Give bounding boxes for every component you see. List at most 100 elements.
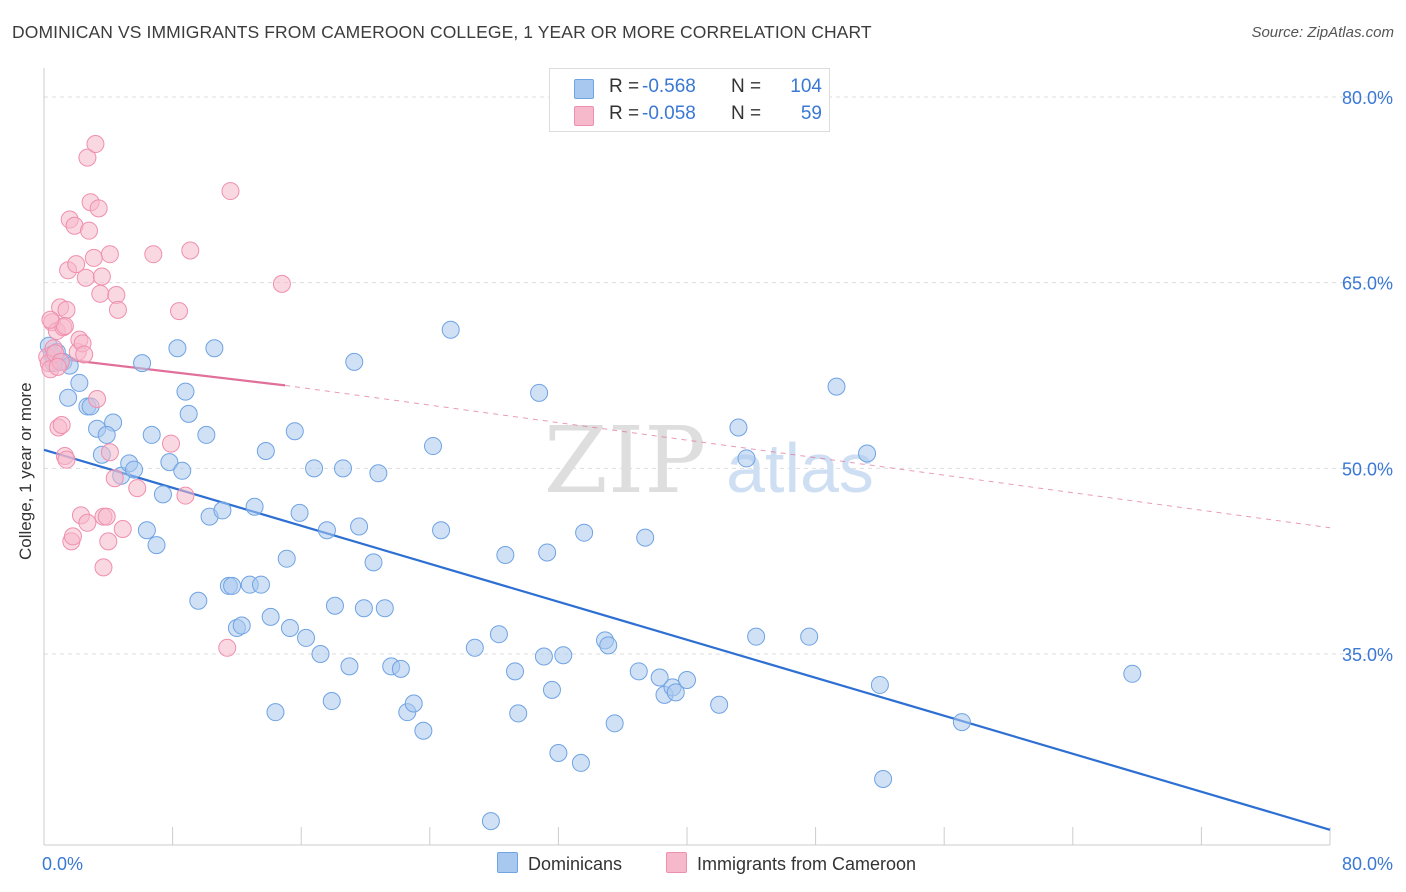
point-dominicans bbox=[70, 373, 89, 392]
point-cameroon bbox=[84, 248, 103, 267]
point-dominicans bbox=[404, 694, 423, 713]
point-cameroon bbox=[218, 638, 237, 657]
point-dominicans bbox=[137, 521, 156, 540]
point-dominicans bbox=[874, 770, 893, 789]
point-cameroon bbox=[144, 245, 163, 264]
point-cameroon bbox=[78, 148, 97, 167]
point-cameroon bbox=[170, 302, 189, 321]
y-tick-label: 50.0% bbox=[1342, 459, 1393, 479]
point-dominicans bbox=[542, 680, 561, 699]
point-dominicans bbox=[364, 553, 383, 572]
point-dominicans bbox=[509, 704, 528, 723]
point-dominicans bbox=[160, 453, 179, 472]
chart-source: Source: ZipAtlas.com bbox=[1251, 24, 1394, 41]
point-dominicans bbox=[489, 625, 508, 644]
point-cameroon bbox=[272, 274, 291, 293]
point-dominicans bbox=[322, 692, 341, 711]
point-dominicans bbox=[391, 659, 410, 678]
point-dominicans bbox=[176, 382, 195, 401]
point-dominicans bbox=[325, 596, 344, 615]
point-cameroon bbox=[63, 527, 82, 546]
point-cameroon bbox=[113, 519, 132, 538]
legend-item-dominicans[interactable]: Dominicans bbox=[497, 852, 622, 875]
point-cameroon bbox=[57, 300, 76, 319]
point-cameroon bbox=[128, 479, 147, 498]
point-dominicans bbox=[59, 388, 78, 407]
legend-label: Immigrants from Cameroon bbox=[697, 854, 917, 874]
point-dominicans bbox=[280, 619, 299, 638]
point-cameroon bbox=[86, 135, 105, 154]
y-axis-label: College, 1 year or more bbox=[16, 382, 35, 560]
chart-title: DOMINICAN VS IMMIGRANTS FROM CAMEROON CO… bbox=[12, 22, 872, 42]
point-cameroon bbox=[108, 300, 127, 319]
point-cameroon bbox=[48, 357, 67, 376]
point-dominicans bbox=[256, 442, 275, 461]
point-dominicans bbox=[870, 675, 889, 694]
point-dominicans bbox=[538, 543, 557, 562]
point-dominicans bbox=[317, 521, 336, 540]
r-value: -0.568 bbox=[642, 76, 696, 97]
point-dominicans bbox=[197, 425, 216, 444]
point-dominicans bbox=[678, 670, 696, 689]
point-dominicans bbox=[414, 721, 433, 740]
n-label: N = bbox=[731, 76, 762, 97]
point-dominicans bbox=[549, 744, 568, 763]
point-dominicans bbox=[571, 753, 590, 772]
point-dominicans bbox=[599, 636, 618, 655]
point-cameroon bbox=[67, 255, 86, 274]
point-cameroon bbox=[161, 434, 180, 453]
point-dominicans bbox=[252, 575, 271, 594]
legend-swatch-cameroon bbox=[666, 852, 687, 873]
grid-lines bbox=[44, 96, 1392, 655]
point-dominicans bbox=[97, 425, 116, 444]
point-dominicans bbox=[213, 501, 232, 520]
point-cameroon bbox=[78, 513, 97, 532]
stats-box: R = -0.568 N = 104 R = -0.058 N = 59 bbox=[549, 68, 830, 132]
y-tick-label: 65.0% bbox=[1342, 274, 1393, 294]
point-dominicans bbox=[261, 607, 280, 626]
point-cameroon bbox=[105, 469, 124, 488]
point-dominicans bbox=[350, 517, 369, 536]
point-cameroon bbox=[41, 310, 60, 329]
point-dominicans bbox=[305, 459, 324, 478]
point-dominicans bbox=[666, 683, 685, 702]
point-cameroon bbox=[76, 268, 95, 287]
point-dominicans bbox=[125, 460, 144, 479]
n-value: 59 bbox=[800, 103, 822, 124]
point-cameroon bbox=[92, 267, 111, 286]
point-cameroon bbox=[91, 284, 110, 303]
axes bbox=[43, 68, 1331, 846]
watermark-zip: ZIP bbox=[544, 407, 706, 514]
point-cameroon bbox=[181, 241, 200, 260]
point-dominicans bbox=[496, 545, 515, 564]
point-dominicans bbox=[465, 638, 484, 657]
point-cameroon bbox=[88, 390, 107, 409]
point-cameroon bbox=[80, 221, 99, 240]
point-dominicans bbox=[369, 464, 388, 483]
point-dominicans bbox=[575, 523, 594, 542]
x-tick-label-min: 0.0% bbox=[42, 854, 83, 874]
r-label: R = bbox=[609, 103, 640, 124]
point-dominicans bbox=[142, 425, 161, 444]
point-cameroon bbox=[97, 507, 116, 526]
point-dominicans bbox=[232, 616, 251, 635]
point-dominicans bbox=[153, 485, 172, 504]
point-cameroon bbox=[100, 443, 119, 462]
point-dominicans bbox=[605, 714, 624, 733]
point-dominicans bbox=[800, 627, 819, 646]
y-tick-label: 35.0% bbox=[1342, 645, 1393, 665]
n-value: 104 bbox=[790, 76, 822, 97]
point-cameroon bbox=[99, 532, 118, 551]
x-tick-label-max: 80.0% bbox=[1342, 854, 1393, 874]
point-dominicans bbox=[534, 647, 553, 666]
point-dominicans bbox=[629, 662, 648, 681]
point-dominicans bbox=[340, 657, 359, 676]
point-dominicans bbox=[530, 383, 549, 402]
point-dominicans bbox=[827, 377, 846, 396]
point-dominicans bbox=[737, 449, 756, 468]
y-tick-label: 80.0% bbox=[1342, 88, 1393, 108]
point-dominicans bbox=[285, 422, 304, 441]
point-dominicans bbox=[441, 320, 460, 339]
legend-item-cameroon[interactable]: Immigrants from Cameroon bbox=[666, 852, 916, 875]
